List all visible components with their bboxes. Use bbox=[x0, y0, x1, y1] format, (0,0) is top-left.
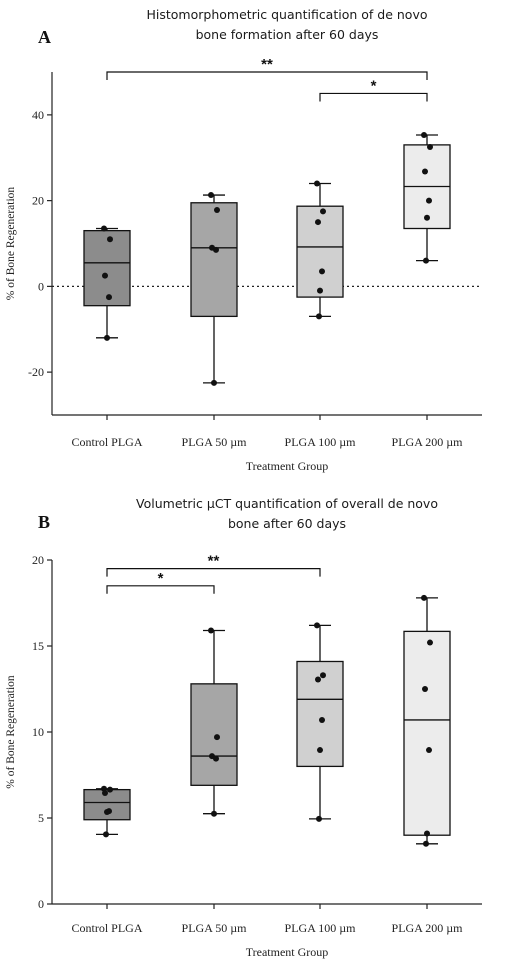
panel-b-data-point bbox=[422, 686, 428, 692]
panel-a-data-point bbox=[107, 236, 113, 243]
panel-a-data-point bbox=[101, 225, 107, 232]
panel-b-data-point bbox=[316, 815, 322, 822]
panel-a-y-tick-label: 40 bbox=[32, 108, 44, 122]
panel-a-data-point bbox=[106, 294, 112, 301]
panel-b-significance-bracket bbox=[106, 585, 215, 594]
panel-a-y-tick-label: 20 bbox=[32, 194, 44, 208]
panel-a-data-point bbox=[421, 132, 427, 139]
panel-a-data-point bbox=[426, 197, 432, 204]
panel-a-y-tick-label: -20 bbox=[28, 365, 44, 379]
panel-a-data-point bbox=[208, 192, 214, 199]
panel-b-data-point bbox=[104, 808, 110, 815]
panel-b-category-label: PLGA 200 µm bbox=[392, 921, 464, 935]
panel-b-data-point bbox=[314, 622, 320, 629]
panel-b-data-point bbox=[103, 831, 109, 838]
panel-a-data-point bbox=[316, 313, 322, 320]
panel-a-data-point bbox=[314, 180, 320, 187]
panel-b-x-axis-title: Treatment Group bbox=[246, 945, 329, 959]
panel-a-data-point bbox=[104, 334, 110, 341]
panel-b-significance-label: ** bbox=[208, 553, 220, 570]
panel-b-data-point bbox=[211, 810, 217, 817]
panel-a-box bbox=[296, 205, 344, 298]
panel-a-title-line: Histomorphometric quantification of de n… bbox=[147, 7, 428, 22]
panel-a-data-point bbox=[424, 214, 430, 221]
panel-a-data-point bbox=[102, 272, 108, 279]
panel-b-data-point bbox=[421, 594, 427, 601]
panel-a-data-point bbox=[427, 144, 433, 151]
panel-b-data-point bbox=[423, 840, 429, 847]
panel-b-data-point bbox=[424, 830, 430, 837]
panel-b-title-line: bone after 60 days bbox=[228, 516, 346, 531]
panel-b-data-point bbox=[208, 627, 214, 634]
panel-b-y-axis-title: % of Bone Regeneration bbox=[5, 675, 17, 789]
panel-b-title-line: Volumetric µCT quantification of overall… bbox=[136, 496, 438, 511]
panel-a-data-point bbox=[320, 208, 326, 215]
panel-b-category-label: PLGA 50 µm bbox=[182, 921, 248, 935]
panel-a-data-point bbox=[211, 379, 217, 386]
panel-b-data-point bbox=[213, 755, 219, 762]
panel-a-panel-label: A bbox=[38, 27, 51, 47]
panel-a-data-point bbox=[315, 219, 321, 226]
panel-a-x-axis-title: Treatment Group bbox=[246, 459, 329, 473]
panel-b-data-point bbox=[214, 734, 220, 741]
panel-a-category-label: PLGA 100 µm bbox=[285, 435, 357, 449]
panel-b-data-point bbox=[319, 716, 325, 723]
panel-b-y-tick-label: 0 bbox=[38, 897, 44, 911]
panel-a-category-label: PLGA 50 µm bbox=[182, 435, 248, 449]
panel-a-data-point bbox=[213, 246, 219, 253]
panel-b-data-point bbox=[320, 672, 326, 679]
panel-a-data-point bbox=[422, 168, 428, 175]
panel-a-data-point bbox=[214, 207, 220, 214]
panel-b-significance-label: * bbox=[158, 570, 164, 587]
panel-b-data-point bbox=[102, 790, 108, 797]
panel-a-significance-bracket bbox=[319, 92, 428, 102]
panel-b-box bbox=[403, 630, 451, 836]
panel-b-y-tick-label: 10 bbox=[32, 725, 44, 739]
panel-a-category-label: Control PLGA bbox=[71, 435, 142, 449]
panel-b-data-point bbox=[315, 676, 321, 683]
panel-b-category-label: Control PLGA bbox=[71, 921, 142, 935]
panel-b-data-point bbox=[107, 786, 113, 793]
panel-b-data-point bbox=[317, 747, 323, 754]
panel-b-y-tick-label: 5 bbox=[38, 811, 44, 825]
panel-b-data-point bbox=[427, 639, 433, 646]
panel-a-y-axis-title: % of Bone Regeneration bbox=[5, 187, 17, 301]
panel-a-significance-bracket bbox=[106, 71, 428, 80]
panel-a-significance-label: ** bbox=[261, 56, 273, 73]
panel-b-data-point bbox=[426, 747, 432, 754]
panel-a-box bbox=[190, 202, 238, 318]
panel-a-title-line: bone formation after 60 days bbox=[196, 27, 379, 42]
panel-a-data-point bbox=[317, 287, 323, 294]
panel-a-data-point bbox=[423, 257, 429, 264]
panel-a-category-label: PLGA 200 µm bbox=[392, 435, 464, 449]
panel-a-data-point bbox=[319, 268, 325, 275]
panel-b-panel-label: B bbox=[38, 512, 50, 532]
panel-a-significance-label: * bbox=[371, 77, 377, 94]
panel-b-box bbox=[190, 683, 238, 786]
panel-b-category-label: PLGA 100 µm bbox=[285, 921, 357, 935]
panel-a-box bbox=[83, 229, 131, 307]
panel-a-y-tick-label: 0 bbox=[38, 279, 44, 293]
panel-b-y-tick-label: 15 bbox=[32, 639, 44, 653]
panel-b-y-tick-label: 20 bbox=[32, 553, 44, 567]
panel-b-significance-bracket bbox=[106, 568, 321, 577]
